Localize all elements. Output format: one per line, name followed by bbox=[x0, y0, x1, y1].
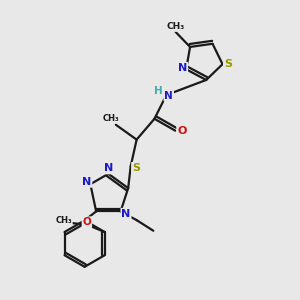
Text: H: H bbox=[154, 86, 162, 96]
Text: N: N bbox=[82, 177, 92, 187]
Text: CH₃: CH₃ bbox=[102, 114, 119, 123]
Text: CH₃: CH₃ bbox=[56, 216, 72, 225]
Text: N: N bbox=[121, 209, 130, 219]
Text: CH₃: CH₃ bbox=[167, 22, 185, 31]
Text: S: S bbox=[224, 59, 232, 69]
Text: O: O bbox=[177, 126, 187, 136]
Text: O: O bbox=[82, 217, 91, 227]
Text: S: S bbox=[132, 163, 140, 173]
Text: N: N bbox=[104, 164, 113, 173]
Text: N: N bbox=[164, 91, 173, 100]
Text: N: N bbox=[178, 63, 187, 73]
